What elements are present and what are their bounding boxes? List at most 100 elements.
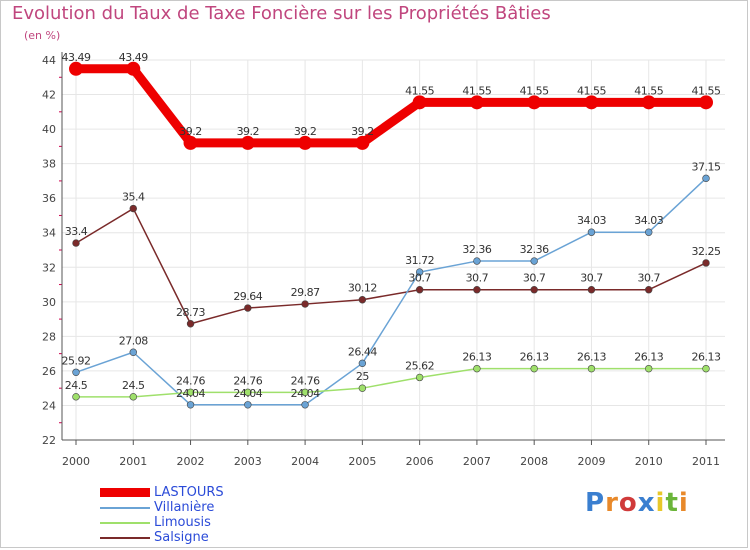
data-point (702, 364, 710, 373)
data-label: 41.55 (634, 84, 663, 97)
legend-label-lastours: LASTOURS (154, 485, 224, 500)
y-tick-label: 38 (42, 158, 56, 171)
x-tick-label: 2005 (348, 455, 376, 468)
data-point (702, 259, 710, 267)
data-label: 39.2 (237, 125, 260, 138)
data-label: 25 (356, 370, 369, 383)
data-point (186, 320, 195, 328)
series-line-limousis (76, 367, 706, 398)
data-point (412, 95, 427, 110)
data-point (183, 135, 198, 150)
data-point (584, 95, 599, 110)
data-point (244, 401, 252, 409)
y-tick-label: 34 (42, 227, 56, 240)
data-label: 24.5 (122, 379, 145, 392)
data-label: 41.55 (692, 84, 721, 97)
data-point (126, 61, 141, 76)
data-label: 28.73 (176, 306, 205, 319)
data-label: 24.76 (176, 374, 205, 387)
data-label: 41.55 (520, 84, 549, 97)
y-tick-label: 24 (42, 399, 56, 412)
data-point (298, 135, 313, 150)
data-point (473, 286, 481, 294)
data-label: 34.03 (634, 214, 663, 227)
data-label: 24.04 (291, 387, 320, 400)
x-tick-label: 2004 (291, 455, 319, 468)
data-point (530, 286, 538, 294)
y-tick-label: 40 (42, 123, 56, 136)
series-line-lastours (76, 64, 706, 148)
data-point (301, 388, 309, 397)
data-point (69, 61, 83, 76)
x-tick-label: 2000 (62, 455, 90, 468)
data-label: 30.7 (523, 272, 546, 285)
data-point (699, 95, 713, 110)
data-point (645, 286, 653, 294)
y-tick-label: 22 (42, 434, 56, 447)
logo-letter: r (605, 488, 619, 518)
data-label: 32.36 (520, 243, 549, 256)
data-label: 41.55 (462, 84, 491, 97)
data-point (530, 257, 538, 265)
data-point (301, 300, 309, 308)
data-point (355, 135, 370, 150)
data-point (645, 364, 653, 373)
data-label: 24.76 (233, 374, 262, 387)
data-label: 24.5 (65, 379, 88, 392)
data-point (702, 174, 710, 183)
data-label: 29.87 (291, 286, 320, 299)
proxiti-logo: Proxiti (585, 488, 689, 518)
x-tick-label: 2011 (692, 455, 720, 468)
x-tick-label: 2007 (463, 455, 491, 468)
logo-letter: P (585, 488, 606, 518)
series-line-salsigne (75, 207, 707, 325)
legend-swatch-lastours (100, 488, 150, 497)
x-tick-label: 2003 (234, 455, 262, 468)
data-point (415, 268, 424, 276)
data-point (129, 204, 137, 213)
data-point (358, 296, 367, 304)
logo-letter: t (665, 488, 679, 518)
data-point (415, 373, 424, 382)
data-label: 26.13 (577, 351, 606, 364)
data-label: 24.04 (176, 387, 205, 400)
x-tick-label: 2001 (119, 455, 147, 468)
data-point (244, 388, 252, 397)
legend-label-salsigne: Salsigne (154, 530, 209, 545)
logo-letter: i (678, 488, 689, 518)
legend-swatch-limousis (100, 522, 150, 524)
data-label: 30.7 (637, 272, 660, 285)
data-point (527, 95, 542, 110)
data-point (72, 239, 80, 247)
x-tick-label: 2008 (520, 455, 548, 468)
data-label: 26.13 (462, 351, 491, 364)
data-point (244, 304, 252, 312)
data-point (587, 364, 596, 373)
data-label: 30.7 (466, 272, 489, 285)
legend-swatch-villaniere (100, 507, 150, 509)
legend-label-limousis: Limousis (154, 515, 211, 530)
data-point (473, 364, 481, 373)
data-label: 24.76 (291, 374, 320, 387)
y-tick-label: 42 (42, 89, 56, 102)
data-label: 29.64 (233, 290, 262, 303)
data-point (473, 257, 481, 265)
chart-title: Evolution du Taux de Taxe Foncière sur l… (12, 3, 551, 24)
data-point (301, 401, 309, 409)
data-label: 43.49 (62, 51, 91, 64)
data-label: 34.03 (577, 214, 606, 227)
data-label: 26.13 (692, 351, 721, 364)
data-label: 33.4 (65, 225, 88, 238)
data-label: 32.25 (692, 245, 721, 258)
x-tick-label: 2009 (577, 455, 605, 468)
x-tick-label: 2010 (635, 455, 663, 468)
data-point (415, 286, 424, 294)
data-label: 30.7 (408, 272, 431, 285)
data-point (129, 348, 137, 356)
legend-swatch-salsigne (100, 537, 150, 539)
data-point (587, 286, 596, 294)
data-point (645, 228, 653, 236)
data-point (641, 95, 656, 110)
data-point (358, 359, 367, 368)
